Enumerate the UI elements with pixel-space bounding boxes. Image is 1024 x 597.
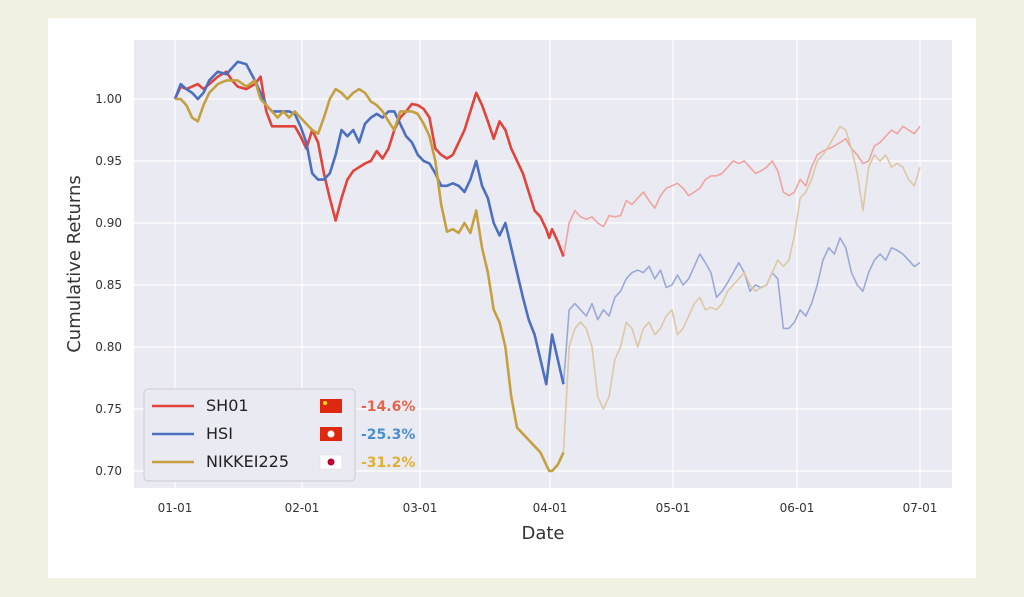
x-tick-label: 02-01 bbox=[285, 501, 320, 515]
y-tick-label: 0.75 bbox=[95, 402, 122, 416]
x-tick-label: 01-01 bbox=[158, 501, 193, 515]
hongkong-flag-icon bbox=[320, 427, 342, 441]
cumulative-returns-chart: 01-01 02-01 03-01 04-01 05-01 06-01 07-01 0.70… bbox=[64, 40, 952, 544]
series-line-sh01 bbox=[173, 70, 565, 257]
china-flag-icon bbox=[320, 399, 342, 413]
x-tick-labels: 01-01 02-01 03-01 04-01 05-01 06-01 07-01 bbox=[158, 501, 938, 515]
x-tick-label: 05-01 bbox=[656, 501, 691, 515]
series-line-hsi bbox=[173, 60, 565, 386]
return-label: -31.2% bbox=[361, 455, 415, 471]
y-tick-labels: 0.70 0.75 0.80 0.85 0.90 0.95 1.00 bbox=[95, 92, 122, 478]
legend-label: SH01 bbox=[206, 396, 249, 415]
y-tick-label: 1.00 bbox=[95, 92, 122, 106]
legend: SH01 -14.6% HSI -25.3% NIKKEI225 -31.2% bbox=[143, 388, 415, 482]
y-tick-label: 0.70 bbox=[95, 464, 122, 478]
legend-label: NIKKEI225 bbox=[206, 452, 289, 471]
x-tick-label: 06-01 bbox=[780, 501, 815, 515]
y-tick-label: 0.85 bbox=[95, 278, 122, 292]
return-label: -25.3% bbox=[361, 427, 415, 443]
series-lines bbox=[173, 60, 921, 473]
series-line-faded-hsi bbox=[562, 237, 921, 385]
chart-card: 01-01 02-01 03-01 04-01 05-01 06-01 07-01 0.70… bbox=[48, 18, 976, 578]
return-label: -14.6% bbox=[361, 399, 415, 415]
y-tick-label: 0.95 bbox=[95, 154, 122, 168]
series-line-faded-sh01 bbox=[562, 125, 921, 257]
y-tick-label: 0.80 bbox=[95, 340, 122, 354]
grid-lines bbox=[134, 40, 952, 488]
legend-label: HSI bbox=[206, 424, 233, 443]
y-tick-label: 0.90 bbox=[95, 216, 122, 230]
x-axis-title: Date bbox=[521, 523, 564, 544]
legend-box bbox=[143, 388, 356, 482]
x-tick-label: 07-01 bbox=[903, 501, 938, 515]
series-line-faded-nikkei225 bbox=[562, 125, 921, 453]
japan-flag-icon bbox=[319, 454, 343, 470]
y-axis-title: Cumulative Returns bbox=[64, 175, 85, 353]
x-tick-label: 03-01 bbox=[403, 501, 438, 515]
x-tick-label: 04-01 bbox=[533, 501, 568, 515]
series-line-nikkei225 bbox=[175, 79, 565, 473]
